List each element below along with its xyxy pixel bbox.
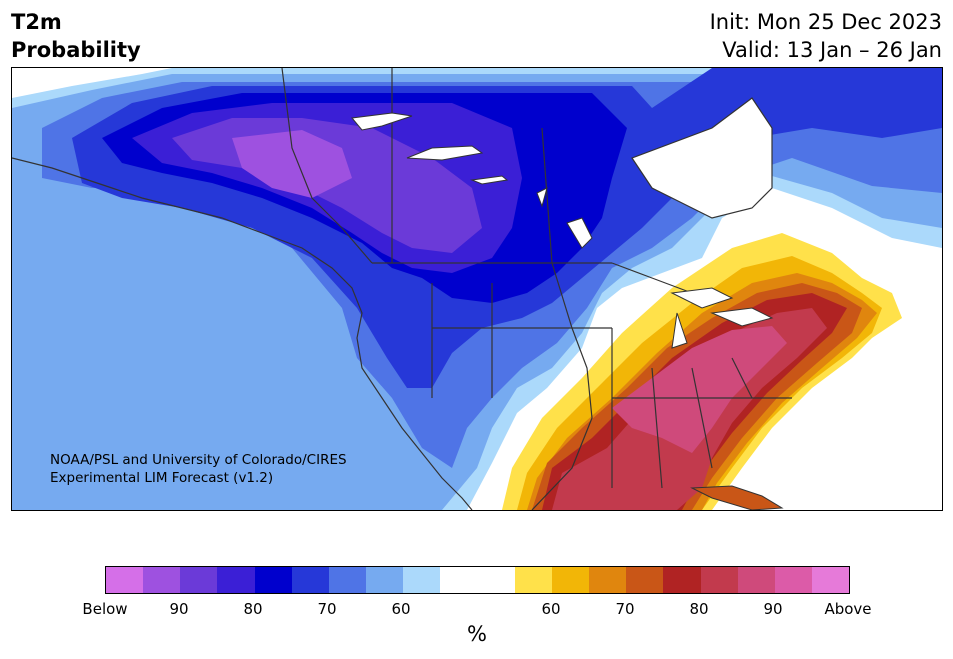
colorbar-label-above-90: 90 (763, 600, 783, 618)
colorbar-swatch (774, 567, 812, 593)
colorbar-swatch (700, 567, 738, 593)
credit-line-1: NOAA/PSL and University of Colorado/CIRE… (50, 452, 347, 468)
colorbar-swatch (514, 567, 552, 593)
init-date: Init: Mon 25 Dec 2023 (709, 10, 942, 34)
political-borders (12, 68, 792, 510)
colorbar-label-above-80: 80 (689, 600, 709, 618)
colorbar-swatch (106, 567, 144, 593)
lakes (351, 112, 774, 349)
colorbar-swatch (291, 567, 329, 593)
prob-above-90 (612, 326, 787, 453)
hudson-bay (631, 97, 773, 219)
colorbar-swatch (811, 567, 850, 593)
colorbar-swatch (663, 567, 701, 593)
colorbar-swatch (551, 567, 590, 593)
colorbar-swatch (254, 567, 292, 593)
colorbar-swatch (366, 567, 404, 593)
colorbar-swatch (589, 567, 627, 593)
colorbar-label-below: Below (82, 600, 128, 618)
credit-text: NOAA/PSL and University of Colorado/CIRE… (50, 451, 347, 487)
colorbar-swatch (477, 567, 515, 593)
cuba-shape (690, 485, 784, 510)
map-canvas (12, 68, 942, 510)
probability-colorbar (105, 566, 850, 594)
colorbar-swatch (217, 567, 255, 593)
colorbar-swatch (626, 567, 664, 593)
prob-below-max (232, 130, 352, 198)
colorbar-swatch (440, 567, 478, 593)
colorbar-label-below-80: 80 (243, 600, 263, 618)
colorbar-swatch (403, 567, 441, 593)
valid-date: Valid: 13 Jan – 26 Jan (722, 38, 942, 62)
date-info: Init: Mon 25 Dec 2023 Valid: 13 Jan – 26… (710, 8, 942, 64)
colorbar-swatch (737, 567, 775, 593)
forecast-map: NOAA/PSL and University of Colorado/CIRE… (11, 67, 943, 511)
title-line-2: Probability (11, 38, 141, 62)
colorbar-label-above: Above (824, 600, 872, 618)
colorbar-label-above-60: 60 (541, 600, 561, 618)
colorbar-label-below-90: 90 (169, 600, 189, 618)
colorbar-swatch (328, 567, 367, 593)
credit-line-2: Experimental LIM Forecast (v1.2) (50, 470, 274, 486)
colorbar-label-above-70: 70 (615, 600, 635, 618)
colorbar-swatch (143, 567, 181, 593)
colorbar-swatch (180, 567, 218, 593)
colorbar-unit: % (467, 622, 487, 646)
colorbar-label-below-60: 60 (391, 600, 411, 618)
title-line-1: T2m (11, 10, 62, 34)
map-title: T2m Probability (11, 8, 141, 64)
colorbar-label-below-70: 70 (317, 600, 337, 618)
